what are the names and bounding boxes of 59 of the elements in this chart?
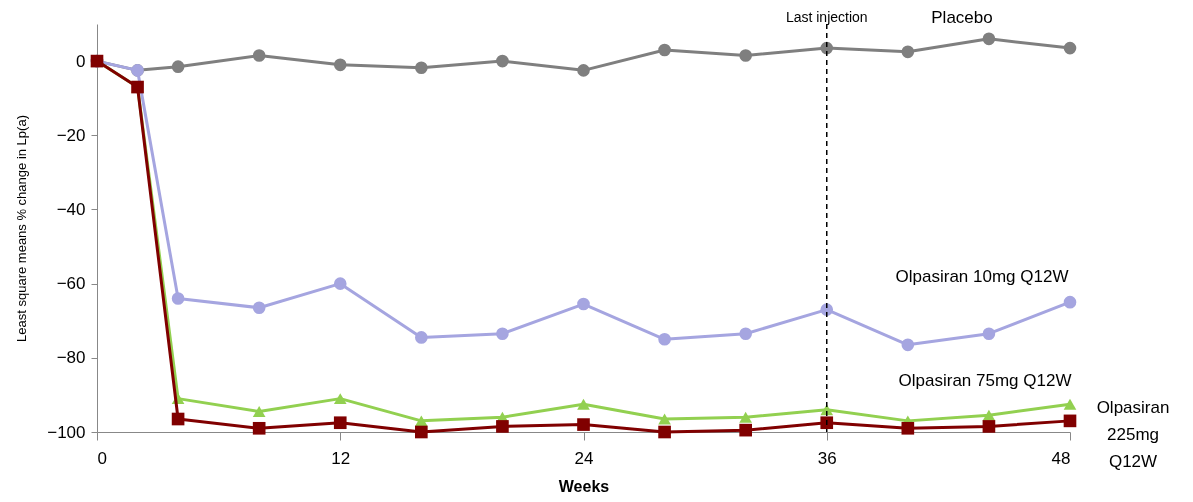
point	[171, 292, 185, 305]
series-label: Olpasiran 225mg Q12W	[1096, 397, 1170, 471]
point	[739, 49, 752, 62]
point	[496, 327, 509, 341]
ref-line-label: Last injection	[785, 9, 868, 25]
point	[1063, 41, 1077, 55]
series-label: Placebo	[931, 8, 993, 28]
y-tick-label: 0	[76, 51, 86, 71]
x-tick-label: 36	[817, 448, 837, 468]
point	[901, 421, 915, 435]
point	[415, 61, 428, 75]
x-tick-label: 12	[331, 448, 351, 468]
point	[982, 32, 996, 46]
point	[415, 331, 428, 344]
x-tick-label: 48	[1051, 448, 1071, 468]
point	[333, 416, 347, 430]
point	[333, 393, 347, 405]
point	[333, 277, 347, 290]
series-label: Olpasiran 75mg Q12W	[898, 371, 1072, 391]
point	[982, 327, 996, 341]
point	[820, 416, 834, 430]
point	[415, 415, 428, 427]
series-label: Olpasiran 10mg Q12W	[895, 267, 1069, 287]
y-tick-label: −80	[56, 348, 86, 368]
point	[658, 425, 671, 439]
point	[658, 332, 671, 346]
point	[901, 338, 915, 352]
y-tick-label: −40	[56, 199, 86, 219]
x-tick-label: 24	[574, 448, 594, 468]
point	[171, 60, 185, 73]
x-tick-label: 0	[97, 448, 107, 468]
point	[739, 423, 752, 437]
point	[252, 406, 266, 418]
point	[739, 327, 752, 341]
point	[901, 45, 915, 59]
point	[658, 413, 671, 425]
x-axis-title: Weeks	[558, 477, 610, 495]
point	[577, 418, 590, 431]
point	[252, 49, 266, 62]
y-tick-label: −60	[56, 274, 86, 294]
point	[577, 64, 590, 77]
point	[333, 58, 347, 72]
point	[415, 425, 428, 439]
point	[1063, 398, 1077, 410]
point	[1063, 295, 1077, 309]
y-tick-label: −100	[47, 422, 86, 442]
point	[496, 420, 509, 433]
y-axis-title: Least square means % change in Lp(a)	[14, 115, 30, 342]
point	[577, 297, 590, 311]
point	[171, 412, 185, 426]
point	[1063, 414, 1077, 428]
y-tick-label: −20	[56, 125, 86, 145]
point	[982, 420, 996, 433]
point	[496, 54, 509, 68]
point	[252, 301, 266, 315]
point	[739, 411, 752, 423]
point	[252, 421, 266, 435]
point	[658, 43, 671, 57]
point	[577, 398, 590, 410]
